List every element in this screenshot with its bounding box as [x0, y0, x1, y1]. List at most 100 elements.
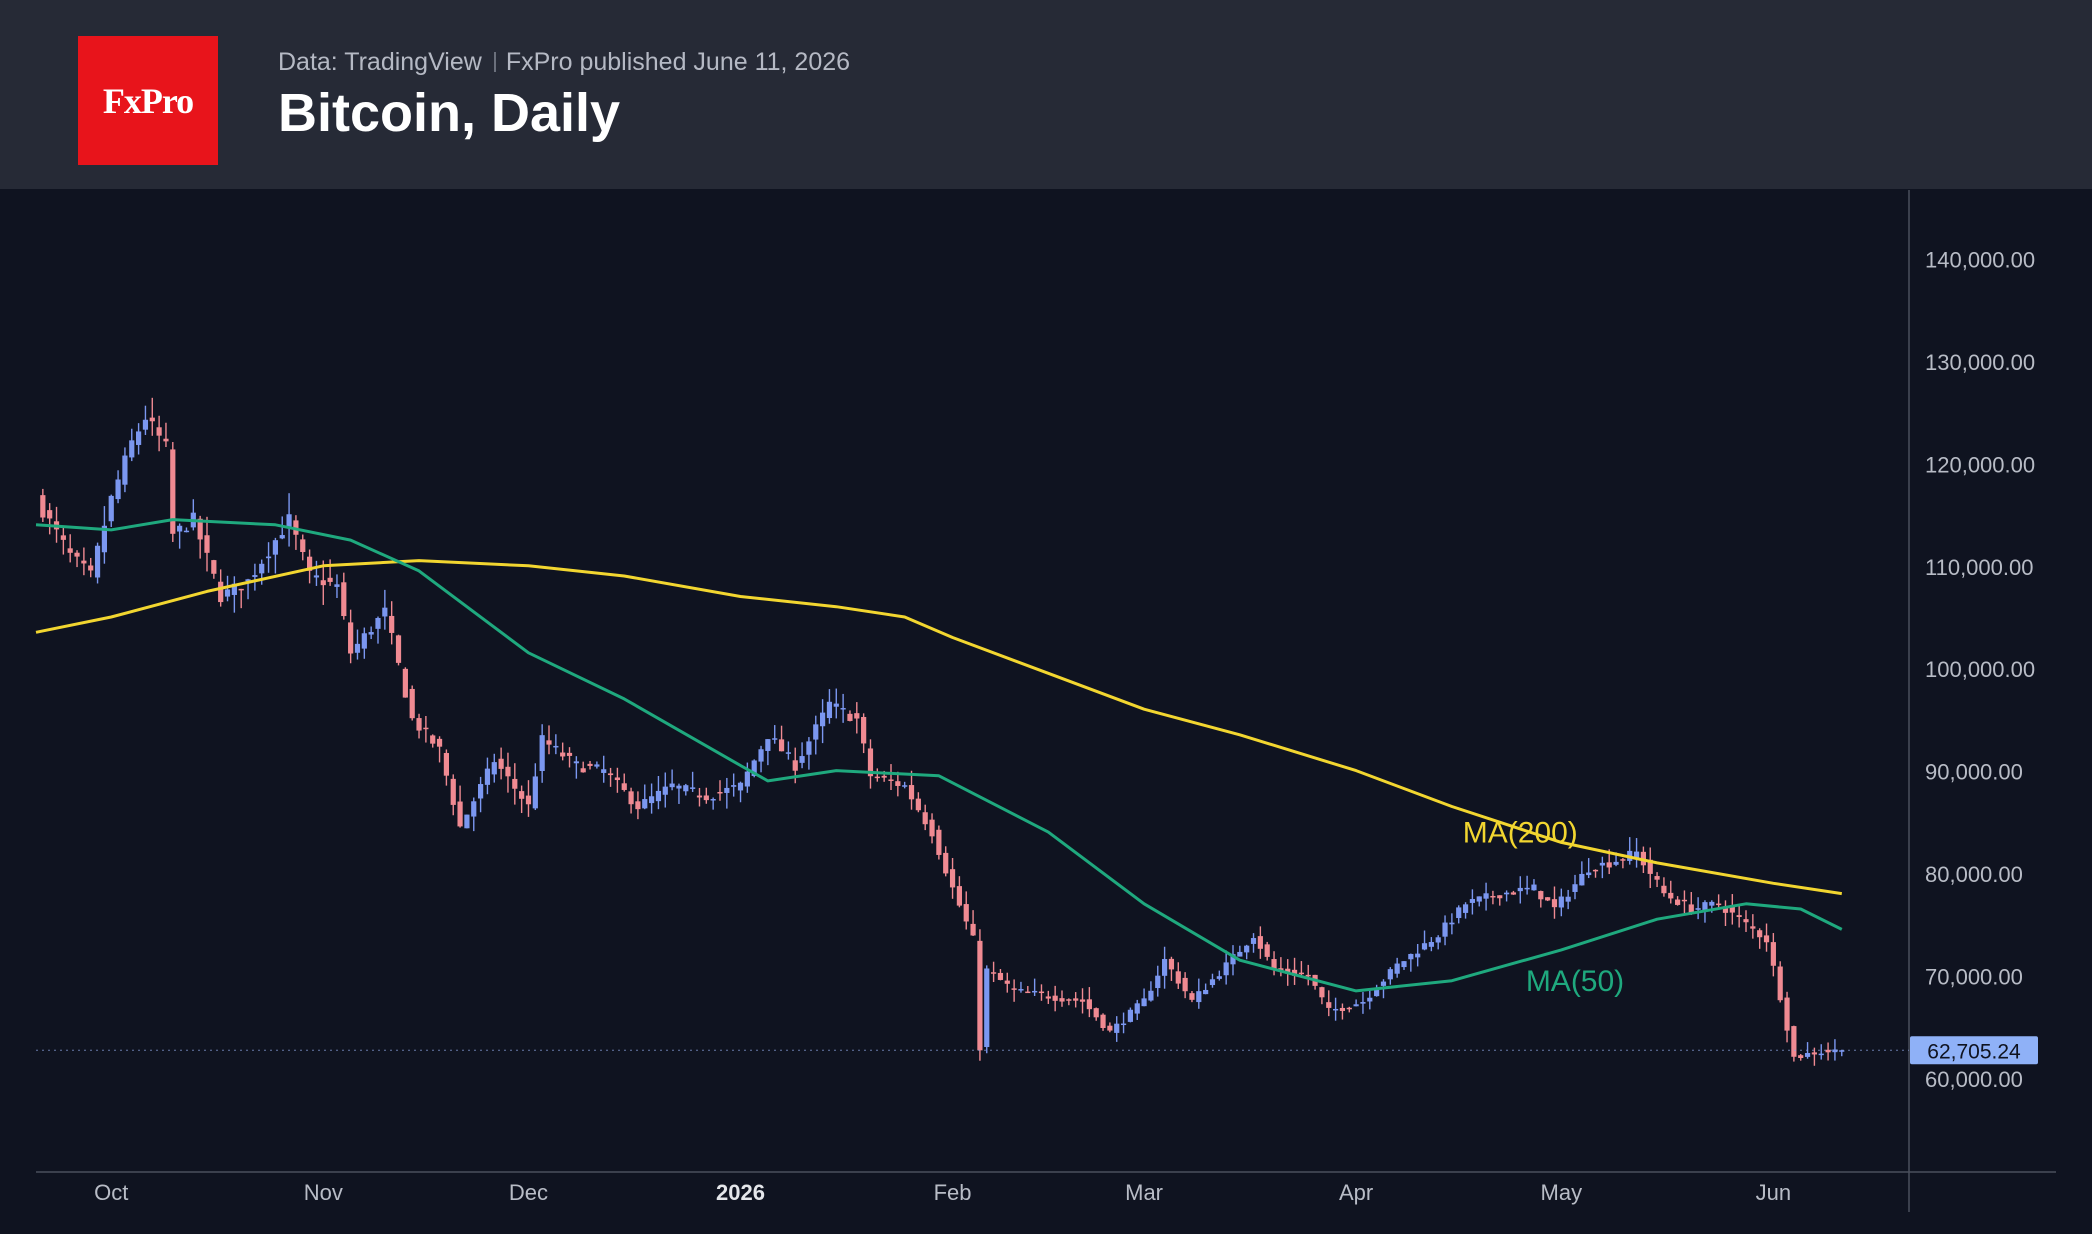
candle-down: [1093, 1008, 1099, 1018]
candle-up: [532, 776, 538, 809]
candle-up: [108, 495, 114, 522]
candle-up: [1380, 981, 1387, 986]
candle-up: [1114, 1023, 1120, 1033]
candle-up: [1531, 884, 1537, 891]
candle-down: [867, 748, 874, 777]
x-tick-label: Dec: [509, 1180, 548, 1205]
candle-down: [40, 495, 46, 518]
candle-up: [676, 785, 682, 789]
candle-up: [1216, 976, 1222, 979]
candle-down: [943, 852, 949, 874]
candle-up: [1586, 872, 1592, 876]
candle-down: [1073, 998, 1079, 1001]
candle-up: [471, 801, 477, 817]
x-tick-label: Mar: [1125, 1180, 1163, 1205]
candle-up: [252, 575, 258, 577]
chart-header: FxPro Data: TradingView FxPro published J…: [0, 0, 2092, 189]
candle-down: [197, 518, 203, 540]
candle-down: [1025, 991, 1031, 994]
candle-up: [136, 431, 142, 445]
candle-up: [1818, 1053, 1824, 1056]
candle-up: [334, 584, 340, 587]
candle-down: [1004, 980, 1010, 984]
candle-down: [1681, 899, 1688, 902]
moving-averages: MA(200) MA(50): [35, 518, 1843, 998]
candle-down: [348, 622, 354, 654]
candle-down: [587, 763, 593, 766]
candle-up: [737, 782, 744, 791]
candle-up: [1209, 979, 1216, 986]
candle-up: [1415, 953, 1421, 958]
candle-up: [1421, 943, 1428, 950]
candle-up: [1579, 873, 1585, 886]
candle-down: [703, 795, 709, 801]
candle-down: [1168, 958, 1175, 970]
candle-up: [573, 761, 579, 764]
candle-down: [341, 582, 347, 617]
candle-up: [1428, 942, 1434, 947]
candle-up: [1032, 990, 1038, 993]
candle-up: [1695, 908, 1701, 910]
candle-down: [430, 735, 436, 744]
candle-up: [279, 535, 285, 539]
y-tick-label: 120,000.00: [1925, 452, 2035, 477]
candle-down: [847, 713, 853, 721]
candle-up: [1237, 951, 1243, 957]
candle-up: [758, 749, 764, 762]
candle-down: [204, 535, 210, 553]
candle-up: [1524, 887, 1530, 890]
candle-up: [129, 440, 135, 458]
candle-down: [218, 581, 224, 603]
candle-up: [142, 419, 149, 430]
ma50-label: MA(50): [1526, 965, 1624, 998]
candle-up: [1148, 990, 1154, 1001]
candle-down: [861, 716, 867, 744]
candle-up: [1558, 896, 1564, 908]
candle-up: [642, 799, 648, 809]
candle-up: [1127, 1009, 1133, 1022]
candle-down: [1763, 935, 1770, 943]
candle-down: [970, 923, 976, 936]
candle-up: [101, 525, 107, 553]
y-tick-label: 70,000.00: [1925, 965, 2023, 990]
candle-down: [1038, 991, 1045, 994]
candle-down: [1107, 1025, 1113, 1031]
candle-up: [1572, 884, 1578, 892]
candle-up: [375, 617, 381, 629]
candle-up: [1613, 861, 1619, 865]
candle-up: [1633, 851, 1640, 859]
candle-up: [1244, 945, 1250, 953]
candle-down: [67, 548, 73, 553]
candle-down: [1052, 995, 1058, 1001]
candle-up: [724, 787, 730, 793]
candle-up: [484, 768, 491, 785]
candle-down: [498, 758, 504, 769]
candle-down: [1811, 1052, 1817, 1055]
candle-down: [238, 588, 244, 591]
candle-up: [655, 790, 662, 802]
candle-down: [81, 560, 87, 564]
candle-up: [785, 752, 791, 754]
candle-up: [1367, 997, 1373, 1002]
candle-up: [245, 579, 251, 582]
candle-down: [1675, 899, 1681, 905]
candle-down: [457, 801, 463, 827]
candle-up: [1702, 902, 1708, 911]
candle-down: [1729, 906, 1735, 913]
candle-up: [649, 796, 655, 804]
candle-down: [1346, 1007, 1352, 1010]
x-tick-label: Jun: [1756, 1180, 1791, 1205]
candle-up: [1196, 991, 1202, 1003]
candle-down: [327, 577, 333, 582]
candle-up: [902, 785, 908, 787]
candle-up: [813, 724, 819, 740]
candle-up: [1504, 892, 1510, 895]
candle-down: [546, 740, 552, 745]
candle-down: [1647, 859, 1653, 874]
candle-down: [956, 886, 962, 906]
candle-up: [662, 786, 668, 795]
candle-up: [272, 540, 278, 555]
candle-down: [874, 776, 880, 779]
candle-up: [1469, 899, 1475, 903]
